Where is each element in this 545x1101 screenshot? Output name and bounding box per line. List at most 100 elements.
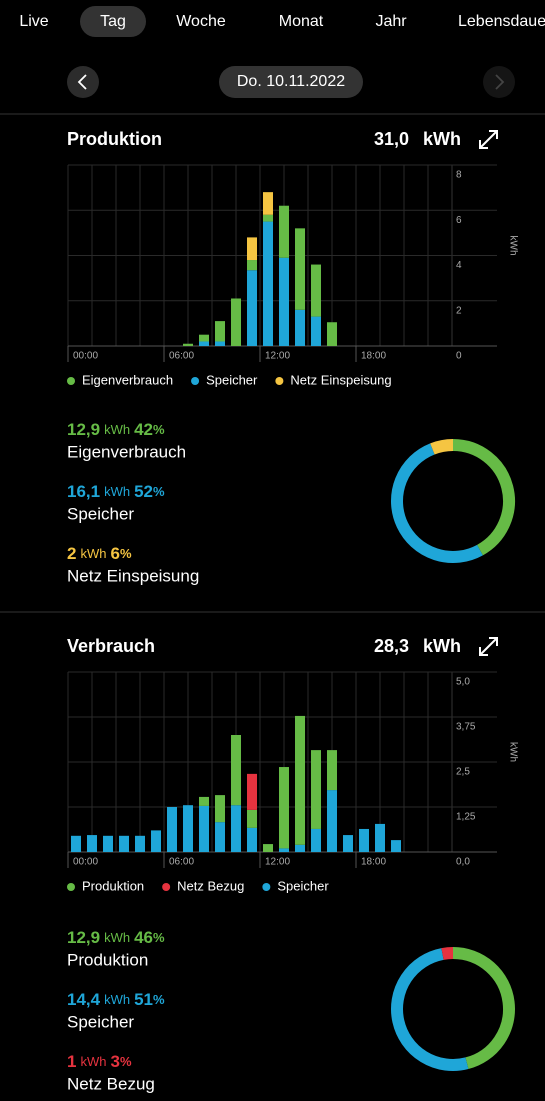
amount: 2 — [67, 544, 76, 563]
donut-segment — [441, 947, 454, 960]
total: 31,0 — [374, 129, 409, 149]
legend-dot — [262, 883, 271, 891]
total: 28,3 — [374, 636, 409, 656]
bar-segment — [295, 844, 305, 852]
total-unit: kWh — [423, 636, 461, 656]
summary-amount: 1 kWh 3% — [67, 1052, 132, 1071]
percent-unit: % — [153, 422, 165, 437]
bar-segment — [119, 835, 129, 852]
y-tick-label: 4 — [456, 260, 462, 271]
next-button[interactable] — [483, 66, 515, 98]
percent: 3 — [110, 1052, 119, 1071]
amount: 1 — [67, 1052, 76, 1071]
bar-segment — [199, 805, 209, 852]
bar-segment — [87, 835, 97, 852]
y-tick-label: 3,75 — [456, 722, 476, 733]
y-tick-label: 6 — [456, 215, 462, 226]
bar-segment — [263, 214, 273, 222]
bar-segment — [295, 715, 305, 845]
percent: 52 — [134, 482, 153, 501]
bar-segment — [215, 321, 225, 342]
bar-segment — [215, 795, 225, 823]
date: Do. 10.11.2022 — [237, 73, 345, 90]
date-pill[interactable] — [219, 66, 363, 98]
next-icon — [495, 74, 505, 90]
bar-segment — [247, 270, 257, 346]
percent: 6 — [110, 544, 119, 563]
summary-name: Eigenverbrauch — [67, 442, 186, 461]
bar-segment — [391, 840, 401, 852]
bar-segment — [311, 316, 321, 346]
expand-icon[interactable] — [479, 637, 498, 656]
bar-segment — [135, 835, 145, 852]
legend-dot — [67, 883, 75, 891]
bar-segment — [375, 823, 385, 852]
amount: 12,9 — [67, 420, 100, 439]
bar-segment — [279, 205, 289, 258]
unit: kWh — [104, 422, 130, 437]
bar-segment — [183, 343, 193, 346]
tab[interactable]: Tag — [100, 13, 126, 30]
bar-segment — [199, 796, 209, 806]
amount: 14,4 — [67, 990, 101, 1009]
legend-label: Netz Bezug — [177, 878, 244, 893]
y-axis-label: kWh — [507, 236, 518, 256]
bar-segment — [279, 848, 289, 852]
summary-name: Speicher — [67, 1012, 134, 1031]
unit: kWh — [80, 546, 106, 561]
summary-name: Netz Einspeisung — [67, 566, 199, 585]
bar-segment — [247, 809, 257, 828]
percent-unit: % — [120, 1054, 132, 1069]
x-tick-label: 00:00 — [73, 857, 98, 868]
tab[interactable]: Lebensdauer — [458, 13, 545, 30]
tab[interactable]: Monat — [279, 13, 324, 30]
y-tick-label: 0,0 — [456, 857, 470, 868]
summary-amount: 12,9 kWh 42% — [67, 420, 165, 439]
section-title: Produktion — [67, 129, 162, 149]
bar-segment — [295, 228, 305, 310]
unit: kWh — [104, 930, 130, 945]
tab[interactable]: Live — [19, 13, 48, 30]
bar-segment — [311, 828, 321, 852]
prev-button[interactable] — [67, 66, 99, 98]
expand-icon[interactable] — [479, 130, 498, 149]
donut-segment — [391, 948, 469, 1071]
x-tick-label: 18:00 — [361, 351, 386, 362]
percent: 51 — [134, 990, 153, 1009]
summary-amount: 12,9 kWh 46% — [67, 928, 165, 947]
y-tick-label: 2 — [456, 305, 462, 316]
bar-segment — [311, 750, 321, 829]
prev-icon — [77, 74, 87, 90]
bar-segment — [247, 827, 257, 852]
tab[interactable]: Woche — [176, 13, 226, 30]
donut-segment — [452, 439, 515, 556]
donut-segment — [391, 443, 483, 563]
bar-segment — [71, 835, 81, 852]
bar-segment — [263, 221, 273, 346]
x-tick-label: 12:00 — [265, 351, 290, 362]
percent: 42 — [134, 420, 153, 439]
legend-dot — [191, 377, 200, 385]
bar-segment — [311, 264, 321, 317]
y-axis-label: kWh — [507, 742, 518, 762]
percent-unit: % — [153, 992, 165, 1007]
tab[interactable]: Jahr — [375, 13, 407, 30]
percent-unit: % — [120, 546, 132, 561]
bar-segment — [279, 767, 289, 849]
summary-amount: 16,1 kWh 52% — [67, 482, 165, 501]
legend-label: Netz Einspeisung — [290, 372, 391, 387]
legend-dot — [162, 883, 171, 891]
bar-segment — [279, 257, 289, 346]
bar-segment — [215, 822, 225, 852]
y-tick-label: 2,5 — [456, 767, 470, 778]
bar-segment — [295, 309, 305, 346]
unit: kWh — [104, 992, 130, 1007]
bar-segment — [167, 807, 177, 852]
bar-segment — [231, 298, 241, 346]
y-tick-label: 8 — [456, 170, 462, 181]
amount: 16,1 — [67, 482, 100, 501]
bar-segment — [327, 750, 337, 791]
bar-segment — [103, 835, 113, 852]
